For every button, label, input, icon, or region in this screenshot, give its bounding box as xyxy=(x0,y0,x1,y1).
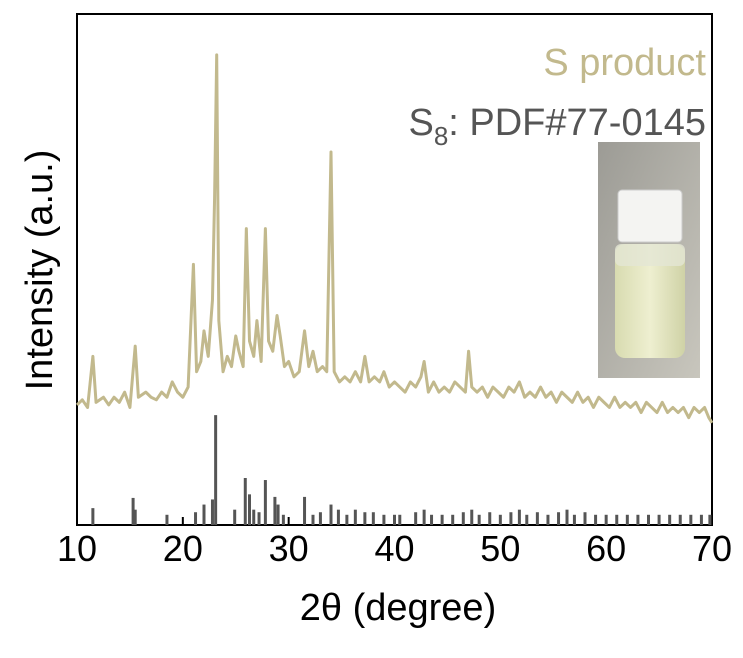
x-tick-label: 40 xyxy=(374,528,414,569)
x-tick-label: 60 xyxy=(586,528,626,569)
x-tick-label: 70 xyxy=(692,528,732,569)
legend-entry: S8: PDF#77-0145 xyxy=(408,102,706,151)
legend-entry: S product xyxy=(543,42,706,84)
x-axis-label: 2θ (degree) xyxy=(300,587,496,629)
x-tick-label: 30 xyxy=(269,528,309,569)
y-axis-label: Intensity (a.u.) xyxy=(19,150,61,391)
x-tick-label: 20 xyxy=(163,528,203,569)
x-tick-label: 10 xyxy=(57,528,97,569)
x-tick-label: 50 xyxy=(480,528,520,569)
inset-photo xyxy=(598,142,700,378)
data-line xyxy=(75,53,714,424)
